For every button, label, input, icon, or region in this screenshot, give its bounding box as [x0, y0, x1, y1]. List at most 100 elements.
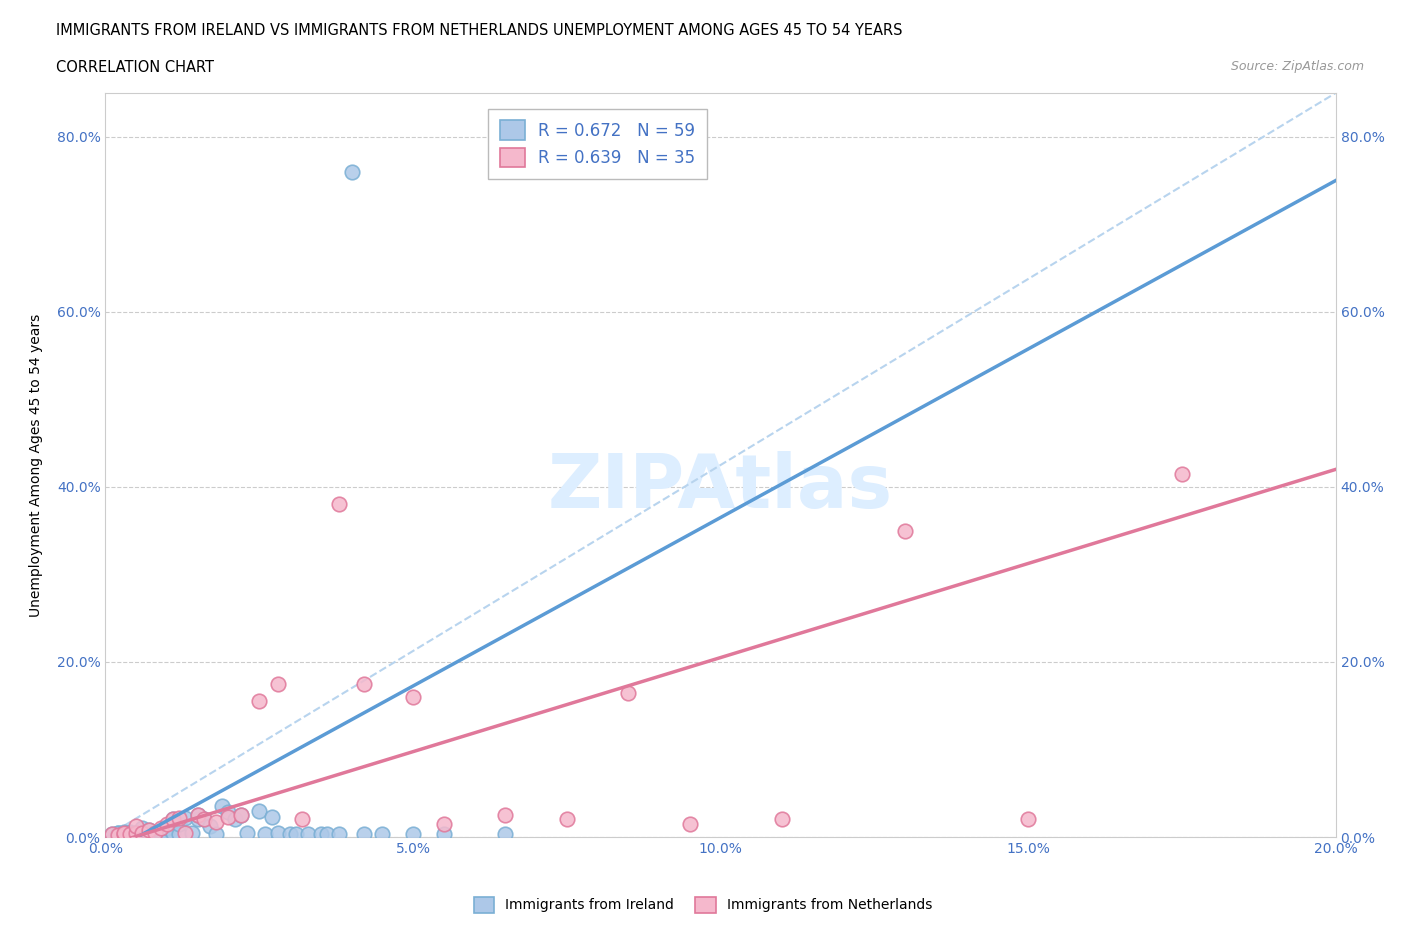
Point: [198, 818, 221, 833]
Point: [371, 827, 394, 842]
Point: [353, 827, 375, 842]
Text: CORRELATION CHART: CORRELATION CHART: [56, 60, 214, 75]
Point: [218, 805, 240, 820]
Point: [131, 828, 153, 843]
Point: [107, 828, 129, 843]
Point: [112, 824, 135, 839]
Point: [1171, 466, 1194, 481]
Point: [156, 817, 179, 831]
Point: [138, 826, 160, 841]
Point: [125, 819, 148, 834]
Point: [291, 812, 314, 827]
Point: [309, 827, 332, 842]
Point: [433, 817, 456, 831]
Point: [211, 799, 233, 814]
Point: [174, 810, 197, 825]
Point: [247, 804, 270, 818]
Point: [112, 828, 135, 843]
Point: [278, 827, 301, 842]
Legend: R = 0.672   N = 59, R = 0.639   N = 35: R = 0.672 N = 59, R = 0.639 N = 35: [488, 109, 707, 179]
Point: [100, 827, 122, 842]
Point: [162, 812, 184, 827]
Point: [340, 165, 363, 179]
Point: [267, 676, 290, 691]
Point: [138, 822, 160, 837]
Point: [679, 817, 702, 831]
Y-axis label: Unemployment Among Ages 45 to 54 years: Unemployment Among Ages 45 to 54 years: [30, 313, 42, 617]
Point: [138, 828, 160, 843]
Point: [138, 822, 160, 837]
Point: [131, 826, 153, 841]
Point: [205, 815, 228, 830]
Point: [125, 826, 148, 841]
Point: [107, 828, 129, 843]
Point: [180, 825, 202, 840]
Text: Source: ZipAtlas.com: Source: ZipAtlas.com: [1230, 60, 1364, 73]
Point: [193, 812, 215, 827]
Point: [156, 821, 179, 836]
Point: [894, 524, 917, 538]
Point: [617, 685, 640, 700]
Point: [120, 828, 141, 843]
Text: ZIPAtlas: ZIPAtlas: [548, 451, 893, 524]
Point: [112, 825, 135, 840]
Point: [229, 807, 252, 822]
Point: [125, 828, 148, 843]
Point: [149, 827, 172, 842]
Point: [193, 812, 215, 827]
Point: [353, 676, 375, 691]
Point: [162, 812, 184, 827]
Point: [297, 827, 319, 842]
Point: [494, 807, 516, 822]
Point: [162, 825, 184, 840]
Point: [169, 817, 191, 831]
Point: [174, 825, 197, 840]
Point: [143, 825, 166, 840]
Point: [125, 825, 148, 840]
Point: [267, 825, 290, 840]
Point: [149, 823, 172, 838]
Point: [229, 807, 252, 822]
Point: [187, 807, 209, 822]
Point: [156, 827, 179, 842]
Point: [120, 827, 141, 842]
Point: [187, 807, 209, 822]
Point: [131, 827, 153, 842]
Point: [112, 825, 135, 840]
Point: [169, 827, 191, 842]
Point: [107, 825, 129, 840]
Point: [402, 689, 425, 704]
Point: [247, 694, 270, 709]
Point: [149, 821, 172, 836]
Point: [112, 827, 135, 842]
Point: [205, 827, 228, 842]
Point: [254, 827, 277, 842]
Point: [112, 827, 135, 842]
Point: [328, 497, 350, 512]
Point: [224, 812, 246, 827]
Point: [187, 812, 209, 827]
Point: [218, 809, 240, 824]
Legend: Immigrants from Ireland, Immigrants from Netherlands: Immigrants from Ireland, Immigrants from…: [468, 891, 938, 919]
Point: [555, 812, 578, 827]
Point: [328, 827, 350, 842]
Point: [100, 827, 122, 842]
Point: [1017, 812, 1039, 827]
Point: [131, 821, 153, 836]
Point: [285, 827, 308, 842]
Point: [315, 827, 337, 842]
Point: [433, 827, 456, 842]
Point: [120, 826, 141, 841]
Point: [494, 827, 516, 842]
Point: [143, 825, 166, 840]
Point: [120, 827, 141, 842]
Point: [236, 825, 259, 840]
Point: [169, 810, 191, 825]
Point: [107, 826, 129, 841]
Text: IMMIGRANTS FROM IRELAND VS IMMIGRANTS FROM NETHERLANDS UNEMPLOYMENT AMONG AGES 4: IMMIGRANTS FROM IRELAND VS IMMIGRANTS FR…: [56, 23, 903, 38]
Point: [125, 826, 148, 841]
Point: [143, 827, 166, 842]
Point: [120, 824, 141, 839]
Point: [402, 827, 425, 842]
Point: [770, 812, 793, 827]
